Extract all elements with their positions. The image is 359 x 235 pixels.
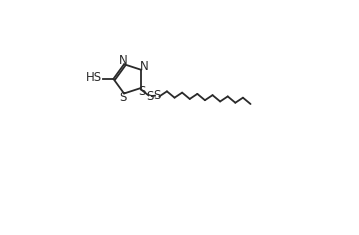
Text: S: S xyxy=(146,90,154,102)
Text: N: N xyxy=(140,60,149,73)
Text: HS: HS xyxy=(85,71,102,84)
Text: N: N xyxy=(119,54,127,67)
Text: S: S xyxy=(139,85,146,98)
Text: S: S xyxy=(120,91,127,104)
Text: S: S xyxy=(153,89,160,102)
